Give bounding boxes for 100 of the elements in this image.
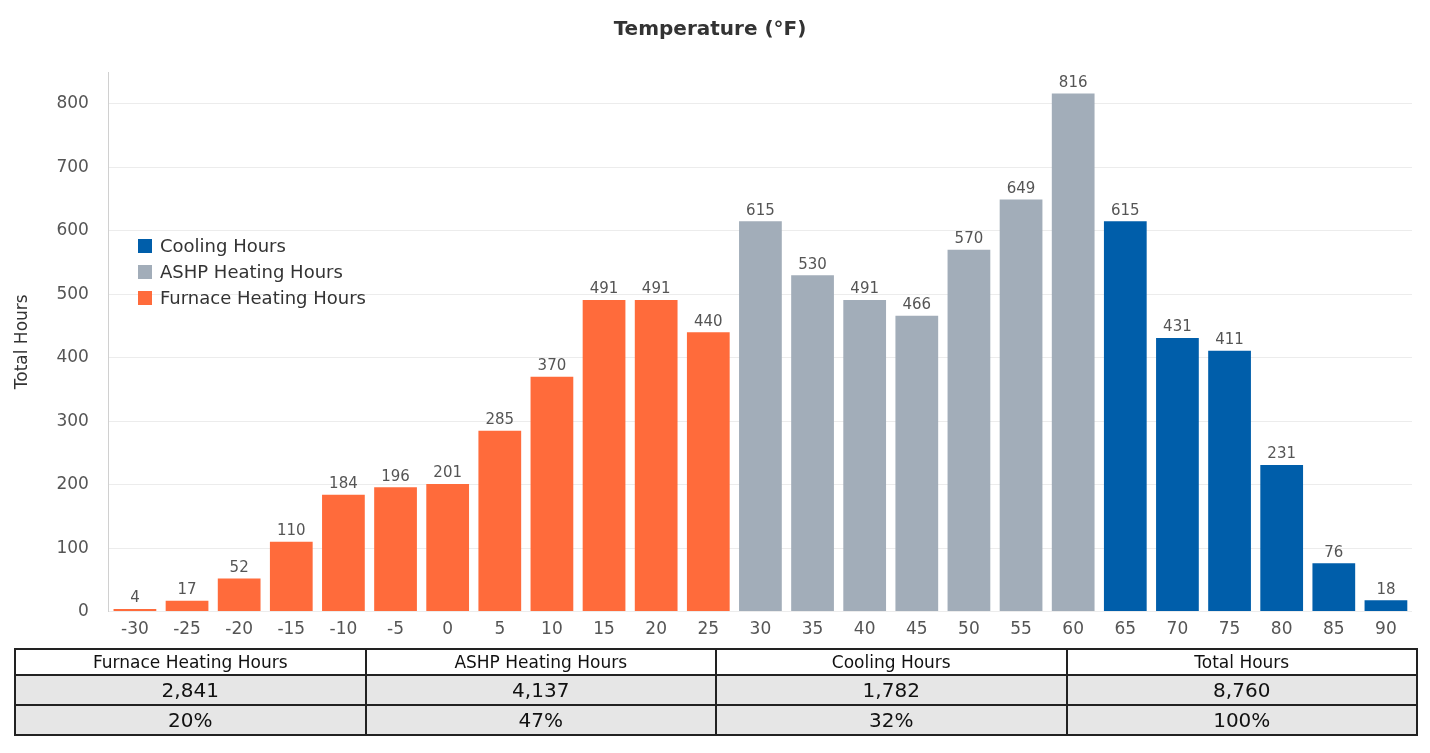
bar: [426, 484, 470, 612]
bar: [113, 609, 157, 612]
data-label: 17: [177, 580, 197, 599]
x-tick-label: 65: [1114, 618, 1137, 639]
bar: [1208, 350, 1251, 612]
data-label: 4: [130, 588, 140, 607]
x-tick-label: 45: [905, 618, 928, 639]
bar: [1364, 600, 1408, 612]
text: 2,841: [15, 675, 366, 705]
text: ASHP Heating Hours: [365, 649, 716, 675]
bar: [530, 376, 574, 612]
bar: [947, 249, 991, 612]
chart-title: Temperature (°F): [613, 16, 807, 41]
bar: [217, 578, 261, 612]
data-label: 466: [902, 295, 932, 314]
data-label: 196: [381, 466, 410, 485]
x-tick-label: 55: [1010, 618, 1032, 639]
data-label: 431: [1163, 317, 1192, 336]
bar: [1312, 563, 1356, 612]
data-label: 615: [746, 200, 775, 219]
legend-label: ASHP Heating Hours: [160, 260, 343, 284]
x-tick-label: -25: [173, 618, 201, 639]
x-tick-label: -10: [329, 618, 358, 639]
data-label: 52: [229, 557, 249, 576]
text: 1,782: [716, 675, 1067, 705]
data-label: 18: [1376, 579, 1396, 598]
bar: [374, 487, 417, 612]
bar: [478, 430, 522, 612]
y-axis-title: Total Hours: [10, 294, 31, 391]
x-tick-label: 25: [697, 618, 720, 639]
bar: [322, 494, 365, 612]
data-label: 530: [798, 254, 827, 273]
bar: [791, 275, 834, 612]
bar: [999, 199, 1043, 612]
data-label: 411: [1215, 330, 1244, 349]
y-tick-label: 600: [56, 219, 89, 240]
data-label: 110: [276, 521, 306, 540]
x-tick-label: 15: [593, 618, 615, 639]
y-tick-label: 0: [78, 600, 89, 621]
text: Cooling Hours: [716, 649, 1067, 675]
x-tick-label: 85: [1322, 618, 1345, 639]
x-tick-label: -5: [387, 618, 405, 639]
text: 4,137: [365, 675, 716, 705]
data-label: 370: [537, 356, 567, 375]
x-tick-label: 5: [494, 618, 506, 639]
data-label: 649: [1006, 178, 1036, 197]
bar: [1051, 93, 1095, 612]
bar: [1260, 464, 1304, 612]
text: 20%: [15, 705, 366, 735]
x-tick-label: 70: [1166, 618, 1189, 639]
text: 100%: [1066, 705, 1417, 735]
bar: [843, 299, 887, 612]
y-tick-label: 400: [56, 346, 89, 367]
y-tick-label: 800: [56, 92, 89, 113]
x-tick-label: 50: [958, 618, 980, 639]
data-label: 491: [641, 279, 671, 298]
data-label: 76: [1324, 542, 1344, 561]
text: Total Hours: [1066, 649, 1417, 675]
data-label: 440: [693, 311, 723, 330]
bar: [269, 541, 313, 612]
bar: [1156, 337, 1199, 612]
y-tick-label: 200: [56, 473, 89, 494]
data-label: 816: [1058, 72, 1088, 91]
x-tick-label: 90: [1375, 618, 1397, 639]
y-tick-label: 700: [56, 155, 89, 176]
x-tick-label: 75: [1218, 618, 1241, 639]
text: 32%: [716, 705, 1067, 735]
data-label: 201: [433, 463, 462, 482]
x-tick-label: 60: [1062, 618, 1084, 639]
bar: [582, 299, 626, 612]
text: Furnace Heating Hours: [15, 649, 366, 675]
x-tick-label: 80: [1270, 618, 1293, 639]
data-label: 491: [850, 279, 879, 298]
bar: [1103, 221, 1147, 612]
bar: [739, 221, 782, 612]
bar: [634, 299, 678, 612]
data-label: 570: [954, 229, 984, 248]
data-label: 231: [1267, 444, 1297, 463]
legend-label: Cooling Hours: [160, 234, 286, 258]
x-tick-label: 10: [541, 618, 563, 639]
data-label: 615: [1110, 200, 1140, 219]
x-tick-label: 30: [749, 618, 772, 639]
data-label: 285: [485, 410, 515, 429]
text: 8,760: [1066, 675, 1417, 705]
y-tick-label: 100: [56, 536, 89, 557]
y-tick-label: 500: [56, 282, 89, 303]
x-tick-label: -15: [277, 618, 306, 639]
y-tick-label: 300: [56, 409, 89, 430]
bar: [895, 315, 939, 612]
data-label: 184: [329, 474, 358, 493]
x-tick-label: 20: [645, 618, 667, 639]
x-tick-label: -30: [121, 618, 149, 639]
legend-label: Furnace Heating Hours: [160, 286, 366, 310]
data-label: 491: [589, 279, 619, 298]
x-tick-label: 40: [853, 618, 876, 639]
x-tick-label: 35: [801, 618, 824, 639]
text: 47%: [365, 705, 716, 735]
bar: [686, 332, 730, 612]
x-tick-label: 0: [442, 618, 454, 639]
x-tick-label: -20: [225, 618, 254, 639]
